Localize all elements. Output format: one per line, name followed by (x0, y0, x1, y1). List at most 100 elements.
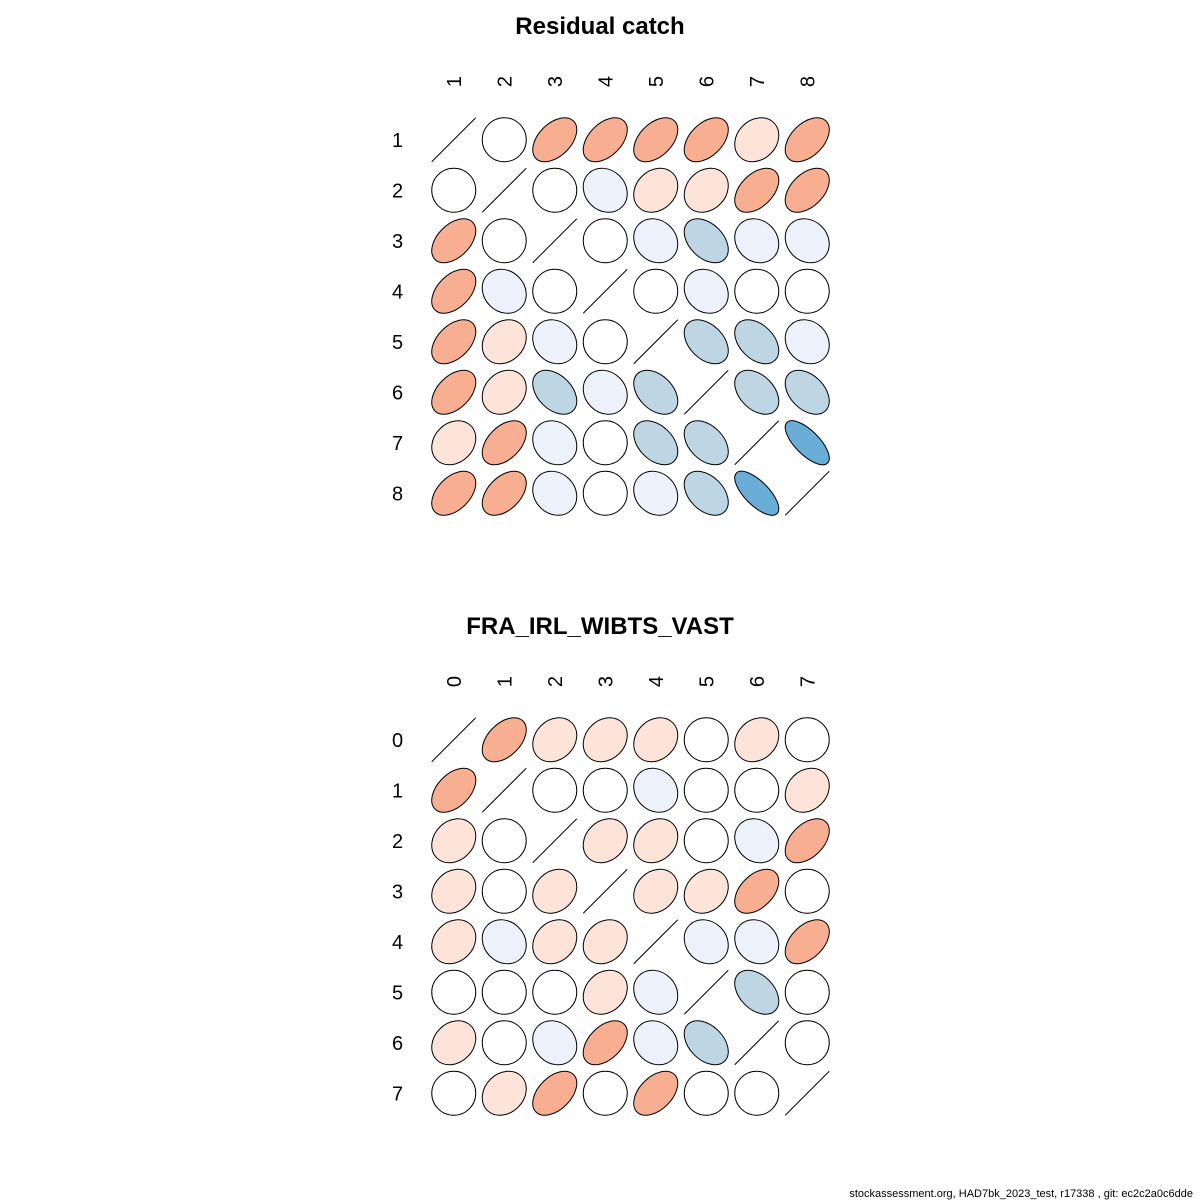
correlation-ellipse (481, 969, 527, 1015)
correlation-ellipse (431, 268, 477, 314)
correlation-ellipse (784, 319, 830, 365)
correlation-ellipse (683, 1070, 729, 1116)
correlation-ellipse (633, 268, 679, 314)
column-label: 5 (696, 676, 718, 687)
correlation-ellipse (532, 767, 578, 813)
column-label: 2 (545, 676, 567, 687)
correlation-ellipse (633, 470, 679, 516)
correlation-cells (431, 717, 830, 1116)
correlation-ellipse (431, 868, 477, 914)
correlation-ellipse (683, 818, 729, 864)
correlation-ellipse (582, 167, 628, 213)
correlation-ellipse (784, 167, 830, 213)
correlation-ellipse (431, 167, 477, 213)
correlation-ellipse (734, 218, 780, 264)
row-label: 4 (392, 932, 403, 954)
correlation-ellipse (431, 319, 477, 365)
correlation-ellipse (633, 1070, 679, 1116)
correlation-ellipse (532, 369, 578, 415)
row-label: 3 (392, 231, 403, 253)
correlation-ellipse (431, 919, 477, 965)
column-label: 1 (444, 76, 466, 87)
correlation-ellipse (633, 420, 679, 466)
correlation-ellipse (683, 717, 729, 763)
correlation-ellipse (481, 470, 527, 516)
correlation-ellipse (633, 969, 679, 1015)
correlation-ellipse (683, 420, 729, 466)
diagonal-line (431, 717, 477, 763)
correlation-ellipse (734, 717, 780, 763)
correlation-ellipse (784, 420, 830, 466)
correlation-ellipse (633, 717, 679, 763)
correlation-ellipse (481, 717, 527, 763)
column-label: 6 (747, 676, 769, 687)
correlation-ellipse (481, 319, 527, 365)
correlation-ellipse (683, 167, 729, 213)
correlation-ellipse (532, 868, 578, 914)
correlation-ellipse (784, 268, 830, 314)
correlation-ellipse (431, 767, 477, 813)
column-label: 4 (646, 676, 668, 687)
correlation-ellipse (532, 268, 578, 314)
correlation-ellipse (784, 868, 830, 914)
correlation-ellipse (734, 470, 780, 516)
column-label: 2 (494, 76, 516, 87)
column-label: 3 (595, 676, 617, 687)
diagonal-line (734, 420, 780, 466)
correlation-ellipse (582, 470, 628, 516)
correlation-ellipse (481, 420, 527, 466)
row-label: 1 (392, 780, 403, 802)
diagonal-line (481, 167, 527, 213)
correlation-ellipse (431, 218, 477, 264)
correlation-ellipse (481, 1070, 527, 1116)
row-label: 2 (392, 180, 403, 202)
correlation-ellipse (582, 420, 628, 466)
row-label: 7 (392, 433, 403, 455)
correlation-ellipse (582, 818, 628, 864)
correlation-ellipse (633, 767, 679, 813)
residual-catch-panel: Residual catch 1 2 3 4 5 6 7 8 1 2 3 4 5 6 7 8 (392, 13, 830, 516)
diagonal-line (784, 470, 830, 516)
correlation-ellipse (784, 818, 830, 864)
column-label: 0 (444, 676, 466, 687)
correlation-ellipse (734, 868, 780, 914)
correlation-ellipse (481, 369, 527, 415)
row-label: 7 (392, 1083, 403, 1105)
column-label: 3 (545, 76, 567, 87)
correlation-ellipse (481, 1020, 527, 1066)
correlation-ellipse (734, 117, 780, 163)
correlation-ellipse (633, 369, 679, 415)
panel-title: FRA_IRL_WIBTS_VAST (466, 613, 734, 640)
diagonal-line (734, 1020, 780, 1066)
correlation-ellipse (431, 369, 477, 415)
correlation-ellipse (784, 117, 830, 163)
correlation-ellipse (784, 767, 830, 813)
correlation-ellipse (582, 369, 628, 415)
correlation-ellipse (784, 369, 830, 415)
diagonal-line (784, 1070, 830, 1116)
correlation-ellipse (734, 818, 780, 864)
correlation-ellipse (784, 1020, 830, 1066)
correlation-ellipse (532, 1020, 578, 1066)
correlation-ellipse (784, 919, 830, 965)
correlation-ellipse (734, 767, 780, 813)
correlation-ellipse (532, 420, 578, 466)
row-label: 5 (392, 982, 403, 1004)
row-labels: 0 1 2 3 4 5 6 7 (392, 730, 403, 1106)
correlation-ellipse (582, 717, 628, 763)
correlation-ellipse (683, 868, 729, 914)
correlation-ellipse (683, 117, 729, 163)
correlation-ellipse (734, 167, 780, 213)
correlation-ellipse (734, 919, 780, 965)
correlation-ellipse (481, 868, 527, 914)
correlation-ellipse (633, 818, 679, 864)
correlation-ellipse (633, 117, 679, 163)
column-label: 8 (797, 76, 819, 87)
correlation-ellipse (683, 319, 729, 365)
row-labels: 1 2 3 4 5 6 7 8 (392, 130, 403, 506)
row-label: 2 (392, 831, 403, 853)
row-label: 3 (392, 881, 403, 903)
column-label: 7 (797, 676, 819, 687)
diagonal-line (683, 369, 729, 415)
